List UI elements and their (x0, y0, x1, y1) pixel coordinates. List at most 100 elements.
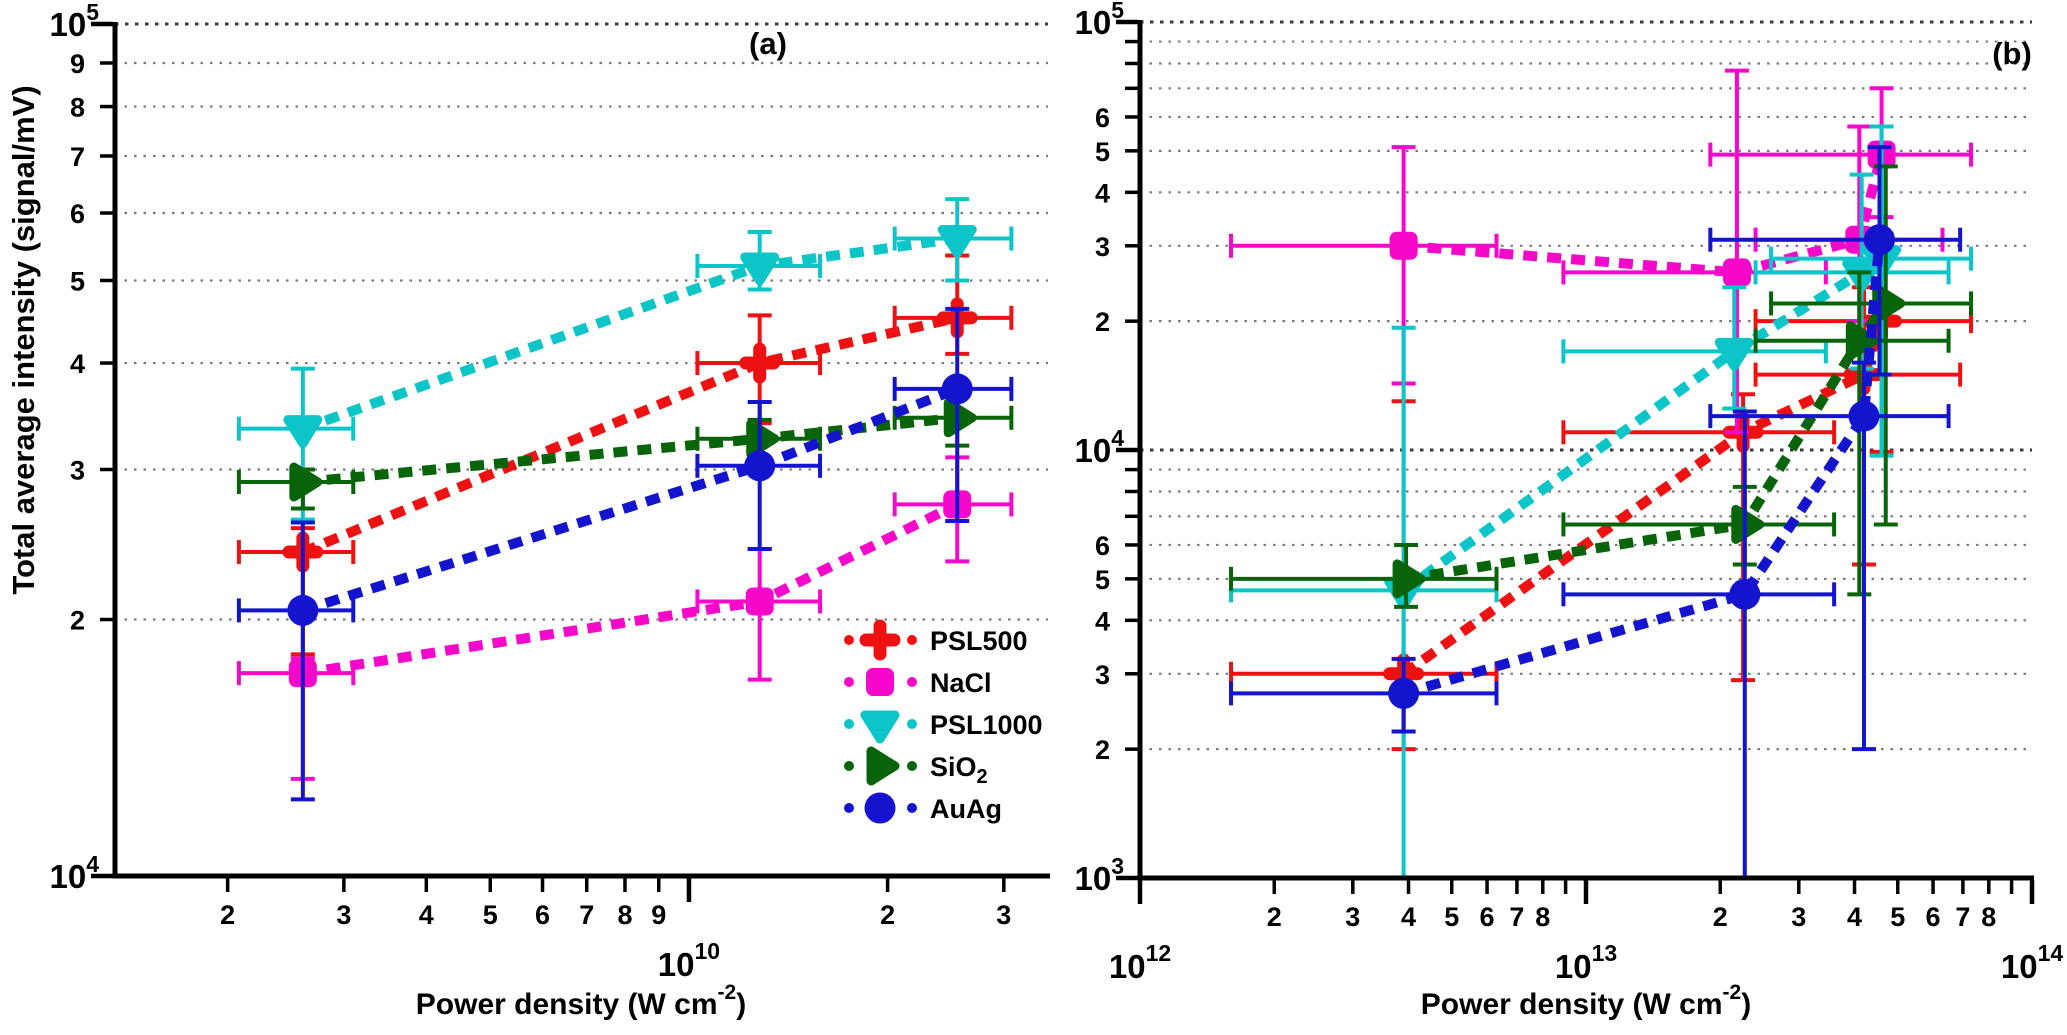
y-tick-label: 9 (70, 49, 85, 79)
y-tick-label: 2 (1095, 735, 1110, 765)
triangle-right-marker-icon (1845, 321, 1879, 361)
circle-marker-icon (1848, 400, 1880, 432)
triangle-right-marker-icon (746, 419, 780, 459)
series-connector-line (1402, 239, 1885, 699)
x-tick-label: 8 (1535, 902, 1550, 932)
x-tick-label: 2 (220, 900, 235, 930)
legend-item-auag: AuAg (844, 792, 1002, 824)
square-marker-icon (866, 668, 894, 696)
series-connector-line (1405, 300, 1890, 584)
x-tick-label: 2 (1267, 902, 1282, 932)
series-nacl (236, 455, 1014, 781)
legend: PSL500 NaCl PSL1000 SiO2 AuAg (844, 619, 1043, 824)
legend-dot-icon (844, 677, 854, 687)
x-tick-label: 2 (1713, 902, 1728, 932)
y-tick-major-label: 104 (49, 851, 99, 895)
legend-dot-icon (844, 761, 854, 771)
circle-marker-icon (1863, 224, 1895, 256)
legend-item-nacl: NaCl (844, 668, 992, 698)
triangle-down-marker-icon (1714, 337, 1754, 371)
x-tick-label: 8 (1981, 902, 1996, 932)
x-tick-label: 6 (1480, 902, 1495, 932)
gridlines (1140, 20, 2032, 751)
x-tick-label: 4 (1401, 902, 1416, 932)
y-tick-major-label: 105 (49, 0, 99, 43)
legend-dot-icon (907, 761, 917, 771)
y-tick-label: 6 (1095, 103, 1110, 133)
x-tick-label: 6 (1926, 902, 1941, 932)
legend-item-sio2: SiO2 (844, 746, 988, 788)
y-tick-label: 8 (70, 93, 85, 123)
series-connector-line (301, 233, 958, 434)
x-tick-major-label: 1010 (658, 938, 720, 983)
legend-label: AuAg (930, 794, 1002, 824)
legend-dot-icon (844, 803, 854, 813)
x-tick-label: 5 (1890, 902, 1905, 932)
x-tick-label: 3 (1791, 902, 1806, 932)
x-tick-label: 6 (535, 900, 550, 930)
x-tick-major-label: 1012 (1109, 940, 1171, 985)
y-tick-label: 4 (70, 349, 85, 379)
series-connector-line (301, 384, 960, 616)
y-axis-title: Total average intensity (signal/mV) (6, 85, 41, 594)
x-tick-major-label: 1014 (2001, 940, 2064, 985)
y-tick-label: 3 (70, 455, 85, 485)
x-axis-title-a: Power density (W cm-2) (416, 981, 746, 1021)
series-auag (236, 306, 1014, 802)
series-connector-line (302, 499, 960, 679)
x-tick-label: 7 (579, 900, 594, 930)
series-connector-line (1403, 153, 1887, 278)
y-tick-label: 5 (1095, 565, 1110, 595)
y-tick-label: 3 (1095, 660, 1110, 690)
y-tick-label: 4 (1095, 606, 1110, 636)
legend-dot-icon (907, 803, 917, 813)
triangle-down-marker-icon (860, 710, 900, 744)
square-marker-icon (1722, 258, 1751, 287)
legend-item-psl500: PSL500 (844, 619, 1028, 661)
legend-label: NaCl (930, 668, 992, 698)
circle-marker-icon (864, 792, 896, 824)
y-tick-label: 6 (1095, 531, 1110, 561)
panel-label-a: (a) (749, 26, 787, 61)
legend-label: SiO2 (930, 752, 988, 788)
x-tick-major-label: 1013 (1555, 940, 1617, 985)
y-tick-label: 2 (1095, 307, 1110, 337)
y-tick-major-label: 104 (1074, 425, 1124, 469)
x-tick-label: 5 (483, 900, 498, 930)
y-tick-label: 5 (1095, 137, 1110, 167)
y-tick-label: 2 (70, 606, 85, 636)
x-tick-label: 7 (1509, 902, 1524, 932)
legend-dot-icon (844, 719, 854, 729)
y-tick-major-label: 105 (1074, 0, 1124, 41)
legend-label: PSL500 (930, 626, 1028, 656)
y-tick-major-label: 103 (1074, 853, 1124, 897)
triangle-right-marker-icon (866, 746, 900, 786)
legend-dot-icon (907, 635, 917, 645)
series-auag (1229, 145, 1963, 878)
cross-marker-icon (859, 619, 901, 661)
circle-marker-icon (287, 594, 319, 626)
x-tick-label: 5 (1444, 902, 1459, 932)
x-tick-label: 4 (1847, 902, 1862, 932)
x-tick-label: 9 (651, 900, 666, 930)
cross-marker-icon (739, 342, 781, 384)
x-tick-label: 4 (419, 900, 434, 930)
legend-label: PSL1000 (930, 710, 1043, 740)
triangle-right-marker-icon (1392, 559, 1426, 599)
triangle-down-marker-icon (740, 252, 780, 286)
triangle-right-marker-icon (943, 398, 977, 438)
x-tick-label: 3 (996, 900, 1011, 930)
legend-dot-icon (907, 677, 917, 687)
square-marker-icon (745, 587, 774, 616)
x-tick-label: 3 (336, 900, 351, 930)
x-tick-label: 7 (1955, 902, 1970, 932)
square-marker-icon (1389, 231, 1418, 260)
series-psl1000 (236, 197, 1014, 522)
series-connector-line (300, 312, 959, 557)
x-tick-label: 2 (880, 900, 895, 930)
